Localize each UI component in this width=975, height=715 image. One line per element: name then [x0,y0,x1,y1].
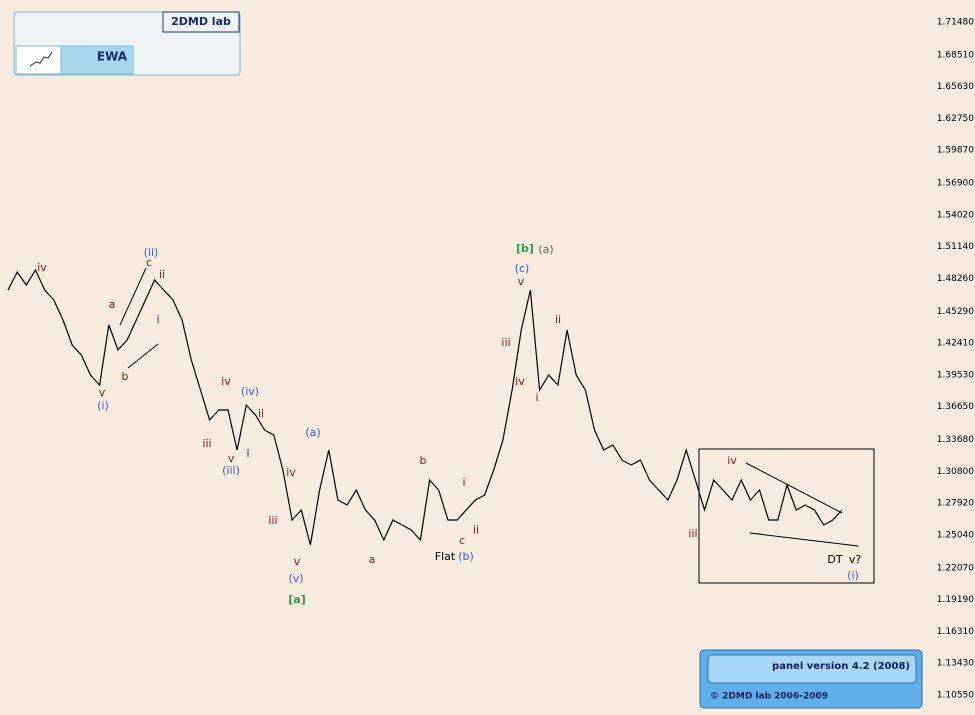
wave-label: iii [268,514,277,527]
wave-label: ii [258,407,264,420]
wave-label: a [109,298,116,311]
y-tick-label: 1.56900 [937,179,974,189]
y-tick-label: 1.27920 [937,499,974,509]
wave-label: (i) [847,569,859,582]
wave-label: iv [515,375,525,388]
version: panel version 4.2 (2008) [772,661,910,672]
y-tick-label: 1.30800 [937,467,974,477]
y-tick-label: 1.59870 [937,146,974,156]
wave-label: ii [159,268,165,281]
symbol-box[interactable] [60,45,134,75]
price-line [7,268,843,546]
trend-line [119,267,147,326]
wave-label: a [369,553,376,566]
icon-box[interactable] [15,45,62,75]
wave-label: v [518,275,525,288]
wave-label: ii [555,313,561,326]
y-tick-label: 1.22070 [937,563,974,573]
trend-line [749,532,859,547]
y-tick-label: 1.54020 [937,210,974,220]
brand-box [162,11,240,33]
wave-label: [a] [288,593,305,606]
wave-label: iv [221,375,231,388]
y-tick-label: 1.10550 [937,691,974,701]
wave-label: iii [202,437,211,450]
trend-line [127,343,159,369]
copyright: © 2DMD lab 2006-2009 [710,692,828,702]
icon [29,51,53,67]
wave-label: ii [473,523,479,536]
wave-label: v [99,386,106,399]
zoom-box [698,448,875,584]
wave-label: c [459,534,465,547]
wave-label: (v) [288,572,303,585]
wave-label: v? [849,553,862,566]
wave-label: i [156,313,159,326]
wave-label: b [122,370,129,383]
y-tick-label: 1.33680 [937,435,974,445]
wave-label: (a) [538,243,553,256]
y-tick-label: 1.68510 [937,50,974,60]
wave-label: c [146,256,152,269]
y-tick-label: 1.19190 [937,595,974,605]
wave-label: iv [286,466,296,479]
brand: 2DMD lab [171,15,231,28]
wave-label: iv [37,261,47,274]
y-tick-label: 1.62750 [937,114,974,124]
wave-label: [b] [516,242,534,255]
wave-label: iii [501,336,510,349]
y-tick-label: 1.25040 [937,530,974,540]
y-tick-label: 1.51140 [937,242,974,252]
wave-label: v [294,555,301,568]
y-tick-label: 1.39530 [937,370,974,380]
wave-label: (iii) [222,464,240,477]
wave-label: Flat [435,550,456,563]
wave-label: (c) [515,262,530,275]
wave-label: (iv) [241,385,259,398]
wave-label: (a) [305,426,320,439]
wave-label: iv [727,454,737,467]
wave-label: i [246,447,249,460]
wave-label: (i) [97,399,109,412]
y-tick-label: 1.42410 [937,339,974,349]
y-tick-label: 1.16310 [937,627,974,637]
wave-label: b [420,454,427,467]
y-tick-label: 1.48260 [937,274,974,284]
symbol: EWA [97,50,128,64]
y-tick-label: 1.71480 [937,17,974,27]
y-tick-label: 1.65630 [937,82,974,92]
y-tick-label: 1.45290 [937,307,974,317]
version-box[interactable] [707,654,917,684]
wave-label: i [535,391,538,404]
wave-label: DT [827,553,842,566]
wave-label: i [462,476,465,489]
trend-line [745,462,843,514]
y-tick-label: 1.36650 [937,402,974,412]
wave-label: v [228,452,235,465]
wave-label: (b) [458,550,474,563]
wave-label: iii [688,527,697,540]
wave-label: (ii) [144,246,159,259]
y-tick-label: 1.13430 [937,659,974,669]
